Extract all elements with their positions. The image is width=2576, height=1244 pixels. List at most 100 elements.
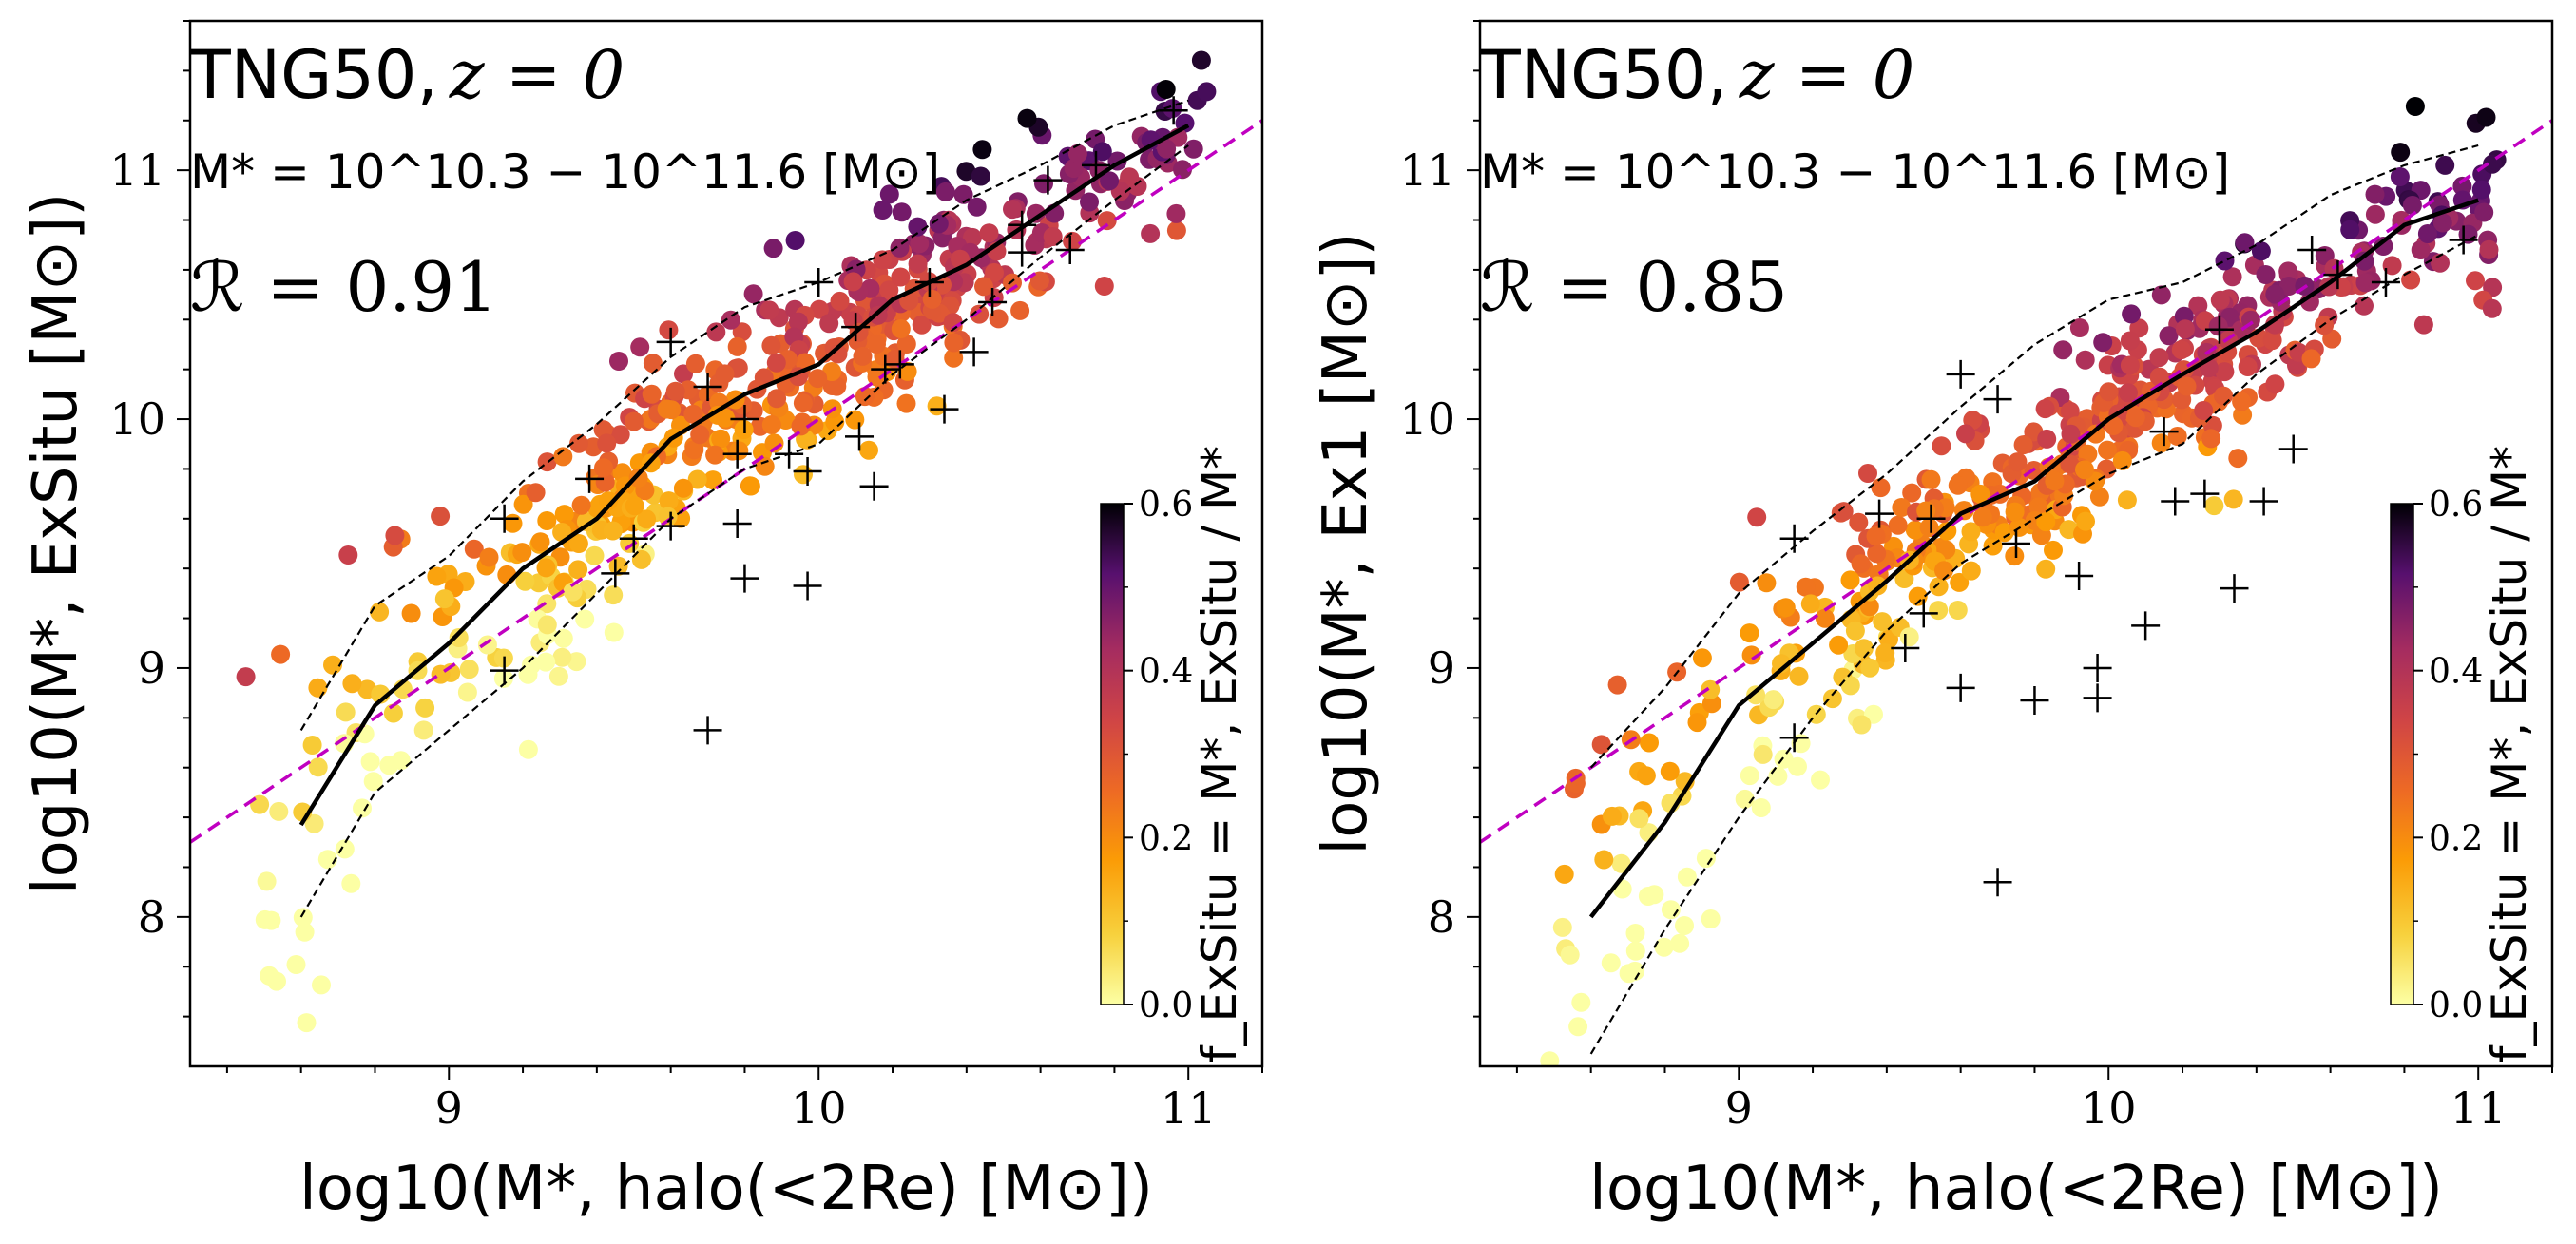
scatter-point [1747, 507, 1767, 527]
scatter-point [342, 674, 362, 694]
scatter-point [536, 652, 556, 672]
scatter-point [603, 521, 623, 541]
scatter-point [1611, 853, 1631, 873]
scatter-point [1929, 601, 1949, 621]
scatter-point [659, 320, 679, 340]
scatter-point [415, 698, 435, 718]
scatter-point [2159, 326, 2179, 346]
scatter-point [1003, 200, 1022, 220]
scatter-point [2036, 512, 2056, 532]
r-value-right: ℛ = 0.85 [1480, 247, 1788, 327]
scatter-point [859, 440, 878, 460]
scatter-point [2117, 490, 2137, 510]
scatter-point [763, 239, 783, 258]
scatter-point [2151, 285, 2171, 305]
scatter-point [2175, 319, 2195, 339]
scatter-point [413, 720, 433, 740]
cross-marker [1909, 599, 1938, 628]
scatter-point [379, 756, 399, 775]
scatter-point [1701, 694, 1721, 714]
scatter-point [703, 470, 722, 490]
scatter-point [1552, 917, 1572, 937]
scatter-point [2036, 559, 2056, 579]
colorbar-tick-label: 0.6 [2429, 486, 2483, 525]
x-tick-label: 11 [1161, 1082, 1217, 1134]
scatter-point [548, 666, 568, 686]
scatter-point [1640, 733, 1659, 753]
scatter-point [2060, 454, 2080, 474]
scatter-point [2149, 348, 2169, 368]
scatter-point [401, 603, 421, 623]
scatter-point [1860, 658, 1880, 678]
scatter-point [2355, 296, 2374, 316]
scatter-point [2340, 220, 2360, 239]
scatter-point [604, 585, 624, 605]
scatter-point [308, 757, 328, 777]
scatter-point [819, 314, 839, 334]
scatter-point [1892, 498, 1912, 517]
scatter-point [1753, 744, 1773, 764]
plot-area-right [1480, 97, 2552, 1066]
y-tick-label: 11 [1399, 144, 1455, 196]
scatter-point [879, 280, 899, 300]
percentile-lower-line [1589, 234, 2479, 1055]
scatter-point [512, 543, 532, 563]
scatter-point [1921, 469, 1941, 489]
one-to-one-line [190, 119, 1262, 844]
scatter-point [1757, 573, 1777, 593]
scatter-point [302, 736, 322, 755]
axes-frame-left [188, 19, 1264, 1068]
scatter-point [1899, 627, 1919, 647]
scatter-point [630, 337, 650, 357]
scatter-point [743, 284, 763, 304]
mass-range-left: M* = 10^10.3 − 10^11.6 [M⊙] [190, 144, 940, 200]
scatter-point [286, 955, 306, 974]
colorbar-right: 0.0 0.2 0.4 0.6f_ExSitu = M*, ExSitu / M* [2390, 446, 2537, 1062]
scatter-point [1141, 223, 1161, 243]
scatter-point [2194, 401, 2214, 420]
scatter-point [1701, 909, 1721, 928]
scatter-point [2251, 241, 2271, 261]
scatter-point [2265, 315, 2285, 335]
scatter-point [642, 384, 662, 404]
scatter-point [2413, 315, 2433, 335]
cross-marker [2323, 260, 2353, 290]
cross-marker [804, 268, 834, 297]
cross-marker [1946, 359, 1975, 389]
scatter-point [1607, 675, 1627, 695]
scatter-point [2365, 204, 2385, 224]
scatter-point [793, 393, 813, 413]
scatter-point [2035, 399, 2055, 419]
scatter-point [972, 140, 992, 160]
cross-marker [2083, 683, 2112, 713]
scatter-point [687, 469, 707, 489]
scatter-point [1571, 992, 1591, 1012]
percentile-upper-line [1589, 144, 2479, 769]
scatter-point [360, 752, 380, 772]
scatter-point [855, 387, 875, 407]
scatter-point [2013, 435, 2033, 455]
cross-marker [575, 464, 605, 493]
scatter-point [537, 511, 557, 530]
percentile-lower-line [299, 144, 1189, 918]
scatter-point [853, 346, 873, 366]
scatter-point [1854, 639, 1874, 659]
scatter-point [2482, 298, 2502, 318]
cross-marker [1779, 524, 1809, 553]
scatter-point [1929, 577, 1949, 597]
scatter-point [1867, 544, 1887, 564]
scatter-point [1026, 203, 1046, 223]
cross-marker [845, 422, 875, 451]
cross-marker [885, 350, 914, 379]
scatter-point [767, 389, 787, 409]
scatter-point [690, 425, 710, 445]
scatter-point [2417, 224, 2437, 243]
scatter-point [2374, 237, 2393, 256]
scatter-point [1961, 561, 1981, 581]
scatter-point [610, 425, 630, 445]
scatter-point [1166, 220, 1186, 240]
scatter-point [317, 850, 337, 870]
scatter-point [2210, 290, 2230, 310]
scatter-point [1789, 666, 1809, 686]
